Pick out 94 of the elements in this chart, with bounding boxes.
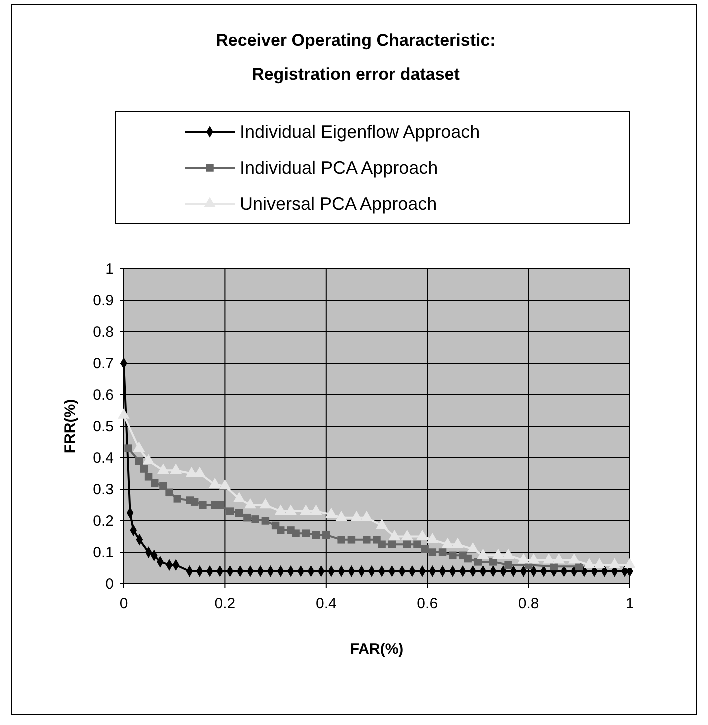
point [363,536,371,544]
point [252,516,260,524]
point [388,540,396,548]
y-tick-label: 0.6 [93,386,114,404]
point [543,554,555,564]
point [190,498,199,506]
legend-label: Individual Eigenflow Approach [240,122,480,142]
y-axis-title: FRR(%) [62,399,79,454]
point [133,442,146,452]
point [292,530,300,538]
point [302,530,310,538]
point [150,479,159,488]
y-tick-label: 0.1 [93,544,114,562]
point [376,518,388,530]
point [504,561,512,569]
point [209,478,221,488]
y-tick-label: 0.7 [93,355,114,372]
point [312,531,320,540]
x-tick-label: 0.8 [518,596,540,613]
point [118,408,130,419]
point [276,526,285,534]
point [449,552,457,560]
point [401,530,414,540]
point [426,533,439,544]
y-tick-label: 0.9 [93,292,114,310]
point [452,538,464,548]
point [350,511,363,522]
point [348,536,356,544]
y-tick-label: 0.2 [93,512,114,530]
point [262,517,270,525]
point [428,548,437,556]
x-tick-label: 0 [120,596,128,613]
point [260,498,272,509]
point [285,504,297,515]
point [388,530,401,540]
y-tick-label: 0.5 [93,418,114,436]
point [464,554,472,563]
point [338,536,346,544]
point [174,495,182,503]
point [336,511,348,522]
point [216,501,224,510]
point [170,464,182,474]
point [142,454,155,465]
x-axis-title: FAR(%) [350,641,404,658]
point [553,554,566,564]
point [421,545,429,554]
point [492,548,504,560]
point [474,558,482,566]
point [300,504,312,515]
point [414,540,422,548]
point [416,530,428,540]
point [528,554,540,564]
x-tick-label: 1 [626,596,634,613]
y-tick-label: 0 [106,576,114,593]
chart-title: Receiver Operating Characteristic: Registration error dataset [216,31,496,84]
point [274,504,287,515]
point [244,498,256,509]
point [438,548,447,556]
point [160,482,168,490]
point [158,464,170,474]
point [477,548,490,560]
point [219,480,232,490]
x-tick-label: 0.2 [214,596,236,613]
point [233,492,246,502]
point [490,558,498,566]
legend-label: Individual PCA Approach [240,158,438,178]
point [166,488,174,497]
point [360,511,373,522]
point [322,531,330,540]
point [199,501,207,510]
point [140,465,148,473]
point [310,504,322,515]
point [124,444,132,452]
x-tick-label: 0.6 [417,596,438,613]
point [442,538,454,548]
x-tick-label: 0.4 [316,596,337,613]
y-tick-label: 0.4 [93,450,114,467]
point [568,554,580,564]
y-tick-label: 0.8 [93,324,114,341]
point [244,514,252,522]
point [144,473,153,481]
point [403,540,412,548]
point [467,542,480,553]
point [518,554,530,564]
y-tick-label: 1 [106,260,114,278]
legend-label: Universal PCA Approach [240,194,438,214]
point [226,508,234,516]
point [378,540,386,548]
point [194,466,206,478]
point [135,457,144,466]
point [502,548,514,560]
point [235,509,244,517]
point [326,508,338,518]
y-tick-label: 0.3 [93,481,114,498]
